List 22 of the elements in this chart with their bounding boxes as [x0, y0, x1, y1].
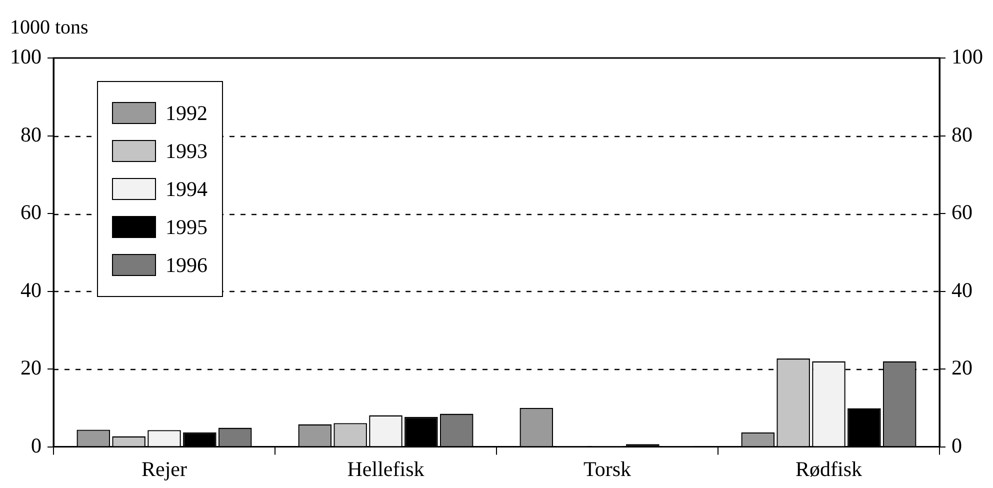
legend-label: 1996 [166, 252, 208, 278]
y-tick-label: 80 [20, 122, 42, 146]
y2-tick-label: 80 [952, 122, 972, 146]
y2-tick-label: 40 [952, 278, 972, 302]
x-tick-label: Rødfisk [795, 456, 862, 481]
y-axis-title: 1000 tons [10, 16, 89, 38]
y2-tick-label: 100 [952, 44, 983, 69]
y2-tick-label: 0 [952, 433, 962, 458]
legend-label: 1993 [166, 138, 208, 164]
y-tick-label: 20 [20, 356, 42, 380]
legend-label: 1992 [166, 100, 208, 126]
y2-tick-label: 20 [952, 356, 972, 380]
y-tick-label: 0 [31, 433, 42, 458]
y-tick-label: 60 [20, 200, 42, 224]
x-tick-label: Hellefisk [347, 456, 425, 481]
x-tick-label: Torsk [583, 456, 632, 481]
legend-label: 1995 [166, 214, 208, 240]
x-tick-label: Rejer [142, 456, 187, 481]
y-tick-label: 40 [20, 278, 42, 302]
y-tick-label: 100 [10, 44, 42, 69]
legend-label: 1994 [166, 176, 208, 202]
y2-tick-label: 60 [952, 200, 972, 224]
